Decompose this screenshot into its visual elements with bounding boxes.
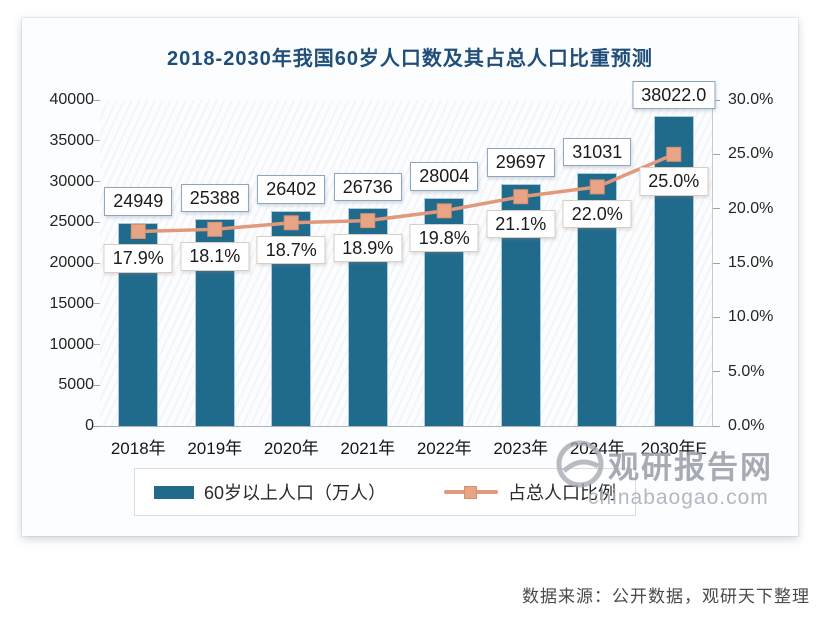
y-tick-right: 30.0% — [728, 91, 774, 108]
y-tick-mark-right — [713, 208, 720, 210]
pct-value-label: 17.9% — [103, 244, 173, 273]
line-marker — [360, 213, 376, 229]
line-marker — [513, 189, 529, 205]
x-axis-label: 2024年 — [569, 439, 625, 458]
y-tick-left: 35000 — [49, 131, 95, 149]
trend-line-layer — [130, 146, 682, 239]
y-tick-right: 5.0% — [728, 362, 765, 380]
y-tick-right: 0.0% — [728, 417, 765, 434]
y-tick-right: 25.0% — [728, 145, 774, 163]
bar-value-label: 26736 — [333, 172, 402, 202]
y-tick-mark-right — [713, 371, 720, 373]
legend-line-marker — [464, 486, 478, 499]
y-tick-left: 20000 — [49, 254, 95, 271]
bar-value-label: 29697 — [486, 148, 555, 177]
pct-value-label: 18.1% — [180, 242, 250, 271]
y-tick-right: 15.0% — [728, 254, 774, 271]
legend-label-population: 60岁以上人口（万人） — [203, 483, 387, 503]
legend-item-population: 60岁以上人口（万人） — [153, 479, 387, 505]
y-tick-mark-left — [93, 425, 100, 427]
y-tick-mark-left — [93, 384, 100, 386]
plot-area: 24949 17.9% 25388 18.1% 26402 18.7% 26736 18.9%… — [93, 80, 720, 427]
line-marker — [207, 221, 223, 237]
bar-value-label: 38022.0 — [632, 80, 716, 110]
y-tick-left: 25000 — [49, 213, 95, 231]
y-tick-mark-left — [93, 181, 100, 182]
x-axis-label: 2021年 — [340, 439, 396, 458]
y-tick-left: 40000 — [49, 91, 95, 108]
y-tick-mark-right — [713, 262, 720, 264]
y-axis-right: 30.0% 25.0% 20.0% 15.0% 10.0% 5.0% 0.0% — [720, 91, 792, 434]
bar-value-label: 31031 — [563, 137, 632, 167]
x-axis-label: 2022年 — [416, 439, 472, 458]
chart-card: 2018-2030年我国60岁人口数及其占总人口比重预测 40000 35000 3… — [22, 18, 798, 536]
x-axis-label: 2030年E — [640, 439, 707, 458]
y-tick-mark-left — [93, 221, 100, 223]
line-marker — [666, 146, 682, 162]
line-marker — [130, 223, 146, 239]
y-tick-left: 5000 — [58, 376, 94, 394]
y-tick-left: 10000 — [49, 335, 95, 353]
y-tick-left: 0 — [85, 417, 94, 434]
bar-value-label: 26402 — [257, 175, 326, 204]
x-axis-label: 2019年 — [187, 439, 243, 458]
legend: 60岁以上人口（万人） 占总人口比例 — [134, 468, 636, 516]
x-axis-label: 2023年 — [493, 439, 549, 458]
y-tick-mark-right — [713, 153, 720, 155]
legend-line-swatch — [444, 485, 499, 499]
line-marker — [436, 203, 452, 219]
y-tick-mark-left — [93, 303, 100, 305]
y-tick-right: 10.0% — [728, 308, 774, 326]
y-tick-mark-left — [93, 262, 100, 264]
pct-value-label: 19.8% — [409, 223, 479, 253]
source-note: 数据来源：公开数据，观研天下整理 — [522, 587, 810, 606]
y-tick-mark-left — [93, 344, 100, 345]
x-axis-label: 2018年 — [110, 439, 166, 458]
y-tick-mark-left — [93, 99, 100, 101]
y-tick-mark-right — [713, 99, 720, 101]
bar-value-label: 28004 — [410, 162, 479, 191]
pct-value-label: 18.7% — [256, 235, 326, 265]
pct-value-label: 21.1% — [486, 209, 556, 239]
pct-value-label: 18.9% — [333, 233, 403, 263]
legend-bar-swatch — [153, 485, 194, 499]
y-tick-mark-left — [93, 140, 100, 142]
y-tick-left: 30000 — [49, 172, 95, 190]
y-tick-mark-right — [713, 425, 720, 427]
line-marker — [589, 179, 605, 195]
y-tick-right: 20.0% — [728, 199, 774, 217]
y-tick-mark-right — [713, 316, 720, 318]
y-axis-left: 40000 35000 30000 25000 20000 15000 10000 5000 0 — [28, 91, 95, 434]
legend-label-ratio: 占总人口比例 — [508, 483, 617, 503]
x-axis: 2018年 2019年 2020年 2021年 2022年 2023年 2024年 2030年… — [100, 434, 712, 460]
bar-value-label: 24949 — [104, 187, 173, 216]
x-axis-label: 2020年 — [263, 439, 319, 458]
pct-value-label: 22.0% — [562, 199, 632, 229]
chart-title: 2018-2030年我国60岁人口数及其占总人口比重预测 — [167, 48, 653, 70]
bar-value-label: 25388 — [180, 183, 249, 213]
pct-value-label: 25.0% — [639, 167, 709, 196]
trend-line — [138, 152, 675, 234]
line-marker — [283, 215, 299, 231]
legend-item-ratio: 占总人口比例 — [444, 479, 616, 505]
y-tick-left: 15000 — [49, 294, 95, 312]
